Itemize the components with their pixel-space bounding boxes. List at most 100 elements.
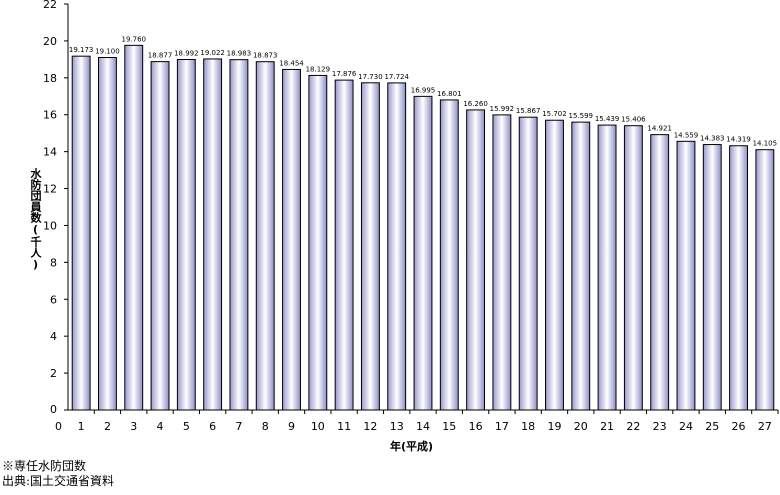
bar — [413, 95, 433, 411]
y-tick-label: 12 — [43, 183, 57, 196]
value-label: 15.439 — [595, 115, 620, 123]
x-tick-label: 27 — [758, 420, 772, 433]
x-tick-label: 13 — [390, 420, 404, 433]
bar — [492, 114, 512, 411]
value-label: 18.992 — [174, 50, 199, 58]
y-tick-label: 4 — [50, 330, 57, 343]
y-tick-label: 6 — [50, 293, 57, 306]
bar — [676, 140, 696, 411]
bar — [282, 68, 301, 411]
x-tick-label: 3 — [130, 420, 137, 433]
value-label: 19.760 — [121, 35, 146, 43]
bar — [545, 119, 564, 411]
x-tick-label: 8 — [262, 420, 269, 433]
x-tick-label: 22 — [626, 420, 640, 433]
y-tick-label: 10 — [43, 219, 57, 232]
x-tick-label: 10 — [311, 420, 325, 433]
footnotes: ※専任水防団数 出典:国土交通省資料 — [2, 459, 114, 489]
bar — [308, 74, 328, 411]
value-label: 19.173 — [69, 46, 94, 54]
value-label: 14.105 — [753, 140, 778, 148]
x-tick-label: 23 — [653, 420, 667, 433]
bar — [124, 44, 144, 411]
value-label: 18.129 — [306, 65, 331, 73]
value-label: 16.995 — [411, 86, 436, 94]
bar — [729, 145, 748, 411]
bar — [255, 61, 275, 411]
value-label: 17.876 — [332, 70, 357, 78]
value-label: 16.801 — [437, 90, 462, 98]
bar — [571, 121, 591, 411]
bar — [755, 149, 775, 411]
value-label: 16.260 — [463, 100, 488, 108]
value-label: 18.873 — [253, 52, 278, 60]
bar — [71, 55, 91, 411]
x-tick-label: 14 — [416, 420, 430, 433]
x-tick-label: 7 — [235, 420, 242, 433]
value-label: 14.921 — [647, 125, 672, 133]
x-tick-label: 20 — [574, 420, 588, 433]
x-tick-label: 25 — [705, 420, 719, 433]
x-tick-label: 26 — [732, 420, 746, 433]
y-tick-label: 16 — [43, 109, 57, 122]
x-tick-label: 5 — [183, 420, 190, 433]
bar — [466, 109, 486, 411]
x-tick-label: 18 — [521, 420, 535, 433]
x-tick-label: 21 — [600, 420, 614, 433]
value-label: 17.724 — [384, 73, 409, 81]
value-label: 18.877 — [148, 52, 173, 60]
x-tick-label: 1 — [78, 420, 85, 433]
y-tick-label: 0 — [50, 403, 57, 416]
value-label: 15.406 — [621, 116, 646, 124]
bar — [203, 58, 223, 411]
value-label: 19.022 — [200, 49, 225, 57]
bar — [597, 124, 617, 411]
y-tick-label: 18 — [43, 72, 57, 85]
value-label: 18.454 — [279, 59, 304, 67]
value-label: 15.867 — [516, 107, 541, 115]
value-label: 14.383 — [700, 135, 725, 143]
value-label: 15.702 — [542, 110, 567, 118]
bar — [439, 99, 459, 411]
x-origin-label: 0 — [55, 420, 62, 433]
x-tick-label: 24 — [679, 420, 693, 433]
bar — [650, 134, 670, 411]
value-label: 14.559 — [674, 131, 699, 139]
x-tick-label: 17 — [495, 420, 509, 433]
value-label: 17.730 — [358, 73, 383, 81]
footnote-scope: ※専任水防団数 — [2, 459, 87, 473]
bar — [98, 57, 117, 411]
value-label: 15.599 — [569, 112, 594, 120]
bars — [71, 44, 775, 411]
x-tick-label: 11 — [337, 420, 351, 433]
y-tick-label: 14 — [43, 146, 57, 159]
bar — [518, 116, 538, 411]
x-tick-label: 6 — [209, 420, 216, 433]
value-label: 19.100 — [95, 48, 120, 56]
value-label: 14.319 — [726, 136, 751, 144]
y-tick-label: 22 — [43, 0, 57, 11]
footnote-source: 出典:国土交通省資料 — [2, 474, 115, 488]
x-tick-label: 19 — [547, 420, 561, 433]
x-axis: 1 2 3 4 5 6 7 8 9 10 11 12 13 14 15 16 17 18 19 20 21 22 23 24 2… — [68, 409, 779, 433]
y-tick-label: 8 — [50, 256, 57, 269]
y-axis: 2 4 6 8 10 12 14 16 18 20 22 0 0 — [43, 0, 69, 433]
x-tick-label: 9 — [288, 420, 295, 433]
value-label: 18.983 — [227, 50, 252, 58]
x-axis-title: 年(平成) — [390, 440, 434, 453]
x-tick-label: 15 — [442, 420, 456, 433]
x-tick-label: 4 — [157, 420, 164, 433]
y-tick-label: 2 — [50, 367, 57, 380]
bar — [150, 61, 170, 411]
bar — [387, 82, 407, 411]
x-tick-label: 16 — [469, 420, 483, 433]
bar — [229, 59, 249, 411]
x-tick-label: 2 — [104, 420, 111, 433]
value-label: 15.992 — [490, 105, 515, 113]
bar — [623, 125, 643, 411]
y-tick-label: 20 — [43, 35, 57, 48]
x-tick-label: 12 — [363, 420, 377, 433]
bar — [176, 59, 196, 411]
